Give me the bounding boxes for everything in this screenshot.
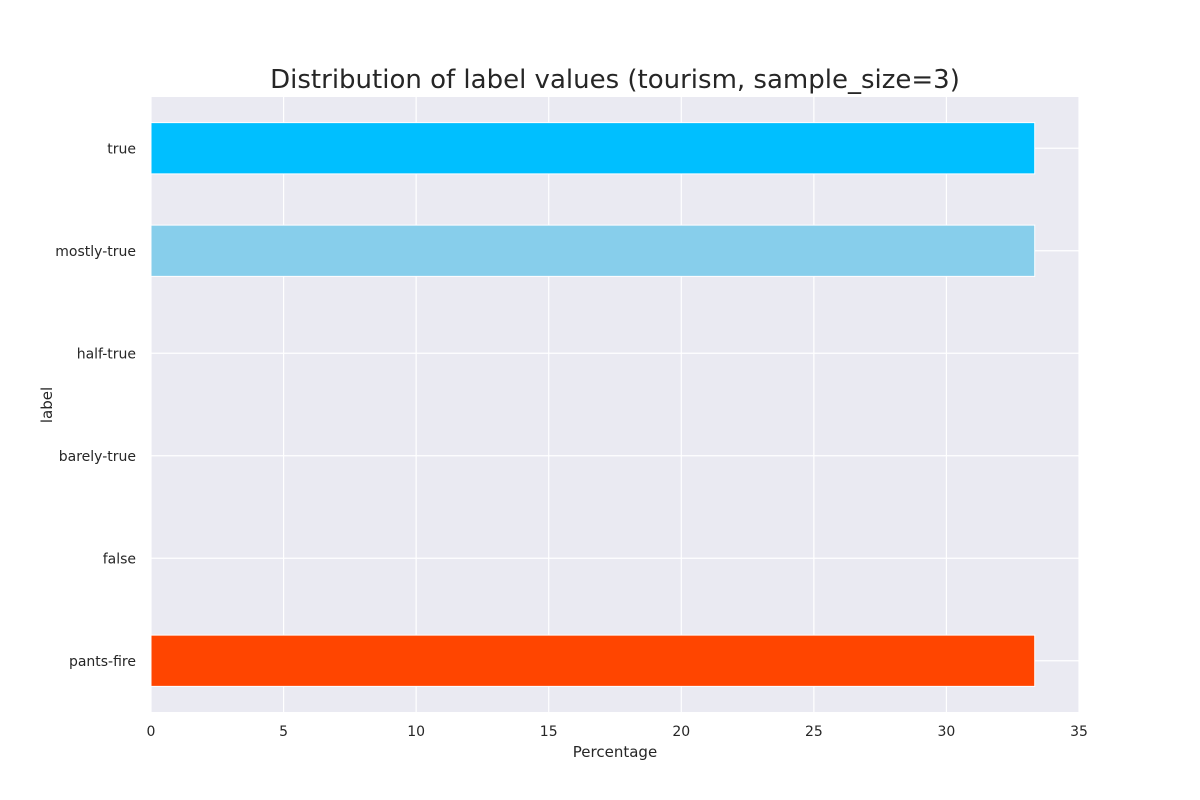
y-tick-label-false: false (103, 551, 136, 567)
y-tick-label-true: true (107, 141, 136, 157)
chart-title: Distribution of label values (tourism, s… (270, 65, 960, 95)
plot-background (151, 97, 1079, 712)
x-tick-labels: 0 5 10 15 20 25 30 35 (147, 724, 1088, 740)
x-tick-label: 5 (279, 724, 288, 740)
y-tick-label-mostly-true: mostly-true (55, 244, 136, 260)
bar-pants-fire (150, 634, 1036, 687)
bar-true (150, 122, 1036, 175)
x-tick-label: 0 (147, 724, 156, 740)
x-tick-label: 10 (407, 724, 425, 740)
x-tick-label: 20 (672, 724, 690, 740)
x-tick-label: 25 (805, 724, 823, 740)
y-axis-label: label (38, 387, 56, 423)
x-tick-label: 30 (938, 724, 956, 740)
bars (150, 122, 1036, 687)
bar-mostly-true (150, 224, 1036, 277)
y-tick-label-half-true: half-true (77, 346, 136, 362)
x-axis-label: Percentage (573, 743, 657, 761)
y-tick-label-barely-true: barely-true (59, 449, 136, 465)
y-tick-label-pants-fire: pants-fire (69, 654, 136, 670)
y-tick-labels: true mostly-true half-true barely-true false… (55, 141, 136, 670)
x-tick-label: 15 (540, 724, 558, 740)
x-tick-label: 35 (1070, 724, 1088, 740)
